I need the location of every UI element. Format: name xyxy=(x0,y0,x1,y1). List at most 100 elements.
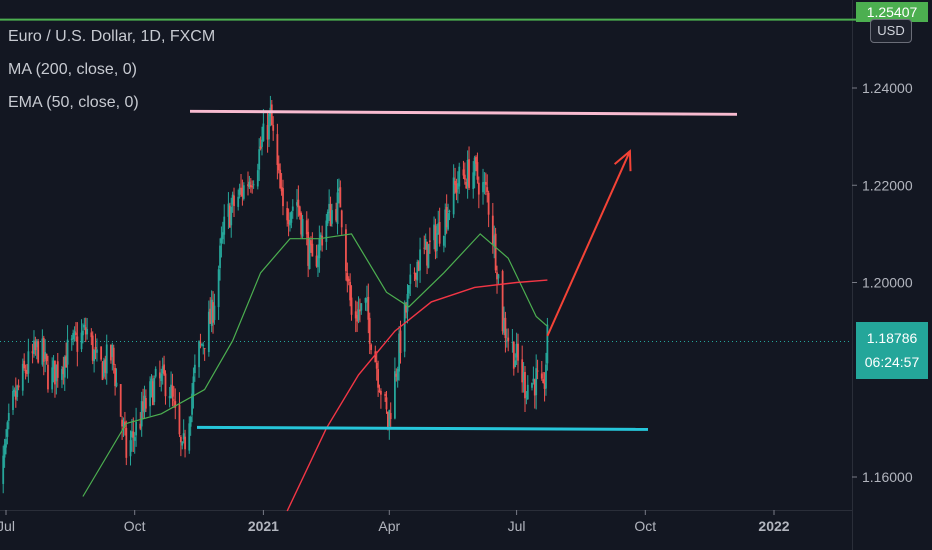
candle-body xyxy=(209,308,212,324)
indicator-ma200-label[interactable]: MA (200, close, 0) xyxy=(8,61,137,78)
candle-body xyxy=(83,324,86,328)
candle-body xyxy=(23,360,26,369)
candle-body xyxy=(359,309,361,312)
candle-body xyxy=(33,340,35,355)
candle-body xyxy=(242,185,245,199)
candle-body xyxy=(139,423,142,429)
candle-body xyxy=(90,332,93,338)
candle-body xyxy=(256,170,259,187)
candle-body xyxy=(84,327,87,335)
projection-arrow-head xyxy=(613,149,632,172)
candle-body xyxy=(315,255,318,267)
candle-body xyxy=(101,362,104,380)
candle-body xyxy=(110,345,112,361)
candle-body xyxy=(445,207,448,228)
candle-body xyxy=(198,341,200,368)
candle-body xyxy=(366,299,368,302)
candle-body xyxy=(378,390,381,393)
candle-body xyxy=(96,349,98,353)
candle-body xyxy=(31,351,34,354)
candle-body xyxy=(407,285,410,294)
candle-body xyxy=(472,172,475,189)
candle-body xyxy=(3,444,6,458)
candles-layer xyxy=(2,95,549,494)
candle-body xyxy=(217,269,220,308)
candle-body xyxy=(258,149,261,170)
candle-body xyxy=(483,182,486,184)
candle-body xyxy=(290,211,293,223)
candle-body xyxy=(545,364,547,389)
candle-body xyxy=(546,324,549,364)
candle-body xyxy=(261,139,263,147)
y-tick-label: 1.22000 xyxy=(862,177,913,193)
candle-body xyxy=(517,343,519,361)
candle-body xyxy=(17,385,20,388)
ma200-line xyxy=(286,279,548,512)
candle-body xyxy=(349,281,352,301)
candle-body xyxy=(122,423,125,425)
candle-body xyxy=(455,183,458,193)
candle-body xyxy=(435,233,438,251)
candle-body xyxy=(438,222,441,244)
candle-body xyxy=(160,373,163,382)
candle-body xyxy=(203,348,206,350)
candle-body xyxy=(496,272,498,280)
candle-body xyxy=(182,433,185,440)
countdown-timer: 06:24:57 xyxy=(864,354,920,370)
candle-body xyxy=(319,234,322,238)
candle-body xyxy=(200,343,203,346)
candle-body xyxy=(12,391,14,411)
candle-body xyxy=(387,411,389,428)
candle-body xyxy=(259,146,262,149)
candle-body xyxy=(153,378,156,403)
candle-body xyxy=(462,169,465,176)
x-tick-label: Oct xyxy=(634,518,656,534)
candle-body xyxy=(536,370,539,372)
candle-body xyxy=(42,337,45,362)
candle-body xyxy=(370,344,373,350)
candle-body xyxy=(119,384,122,417)
candle-body xyxy=(103,360,105,377)
ema50-line xyxy=(82,233,548,497)
candle-body xyxy=(240,187,242,189)
candle-body xyxy=(272,125,275,131)
candle-body xyxy=(80,332,83,350)
candle-body xyxy=(193,364,196,374)
candle-body xyxy=(125,427,128,458)
candle-body xyxy=(399,330,402,354)
candle-body xyxy=(56,361,59,378)
candle-body xyxy=(476,162,479,180)
candle-body xyxy=(282,188,284,207)
candle-body xyxy=(210,299,213,326)
candle-body xyxy=(14,391,17,400)
candle-body xyxy=(51,367,54,390)
candle-body xyxy=(543,382,546,389)
candle-body xyxy=(493,235,496,247)
candle-body xyxy=(368,317,371,344)
candle-body xyxy=(287,219,290,224)
indicator-ema50-label[interactable]: EMA (50, close, 0) xyxy=(8,94,139,111)
candle-body xyxy=(131,431,133,438)
candle-body xyxy=(249,184,252,188)
candle-body xyxy=(16,385,19,397)
candle-body xyxy=(164,373,167,397)
candle-body xyxy=(531,382,533,388)
currency-button[interactable]: USD xyxy=(870,19,912,43)
candle-body xyxy=(93,350,96,362)
candle-body xyxy=(142,401,144,411)
candle-body xyxy=(199,341,202,343)
candle-body xyxy=(458,166,461,187)
candle-body xyxy=(54,360,56,385)
candle-body xyxy=(6,422,9,437)
candle-body xyxy=(238,188,241,195)
candle-body xyxy=(526,384,529,400)
candle-body xyxy=(325,220,328,242)
candle-body xyxy=(456,183,459,190)
candle-body xyxy=(66,339,69,365)
candle-body xyxy=(41,338,44,365)
candle-body xyxy=(34,341,37,351)
candle-body xyxy=(213,305,216,321)
candle-body xyxy=(339,187,342,208)
candle-body xyxy=(171,385,174,397)
